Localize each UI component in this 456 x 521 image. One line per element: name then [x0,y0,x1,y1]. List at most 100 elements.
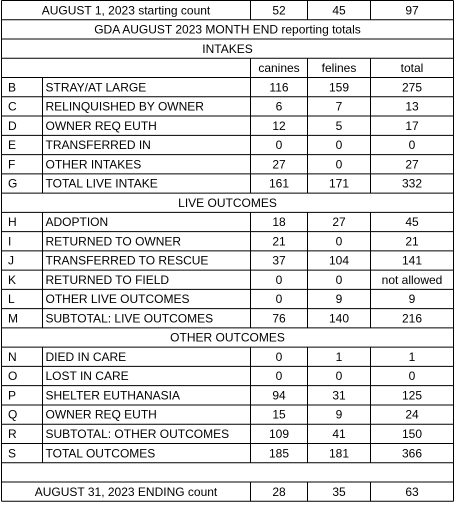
row-label: RELINQUISHED BY OWNER [46,100,205,114]
row-code: O [8,369,17,383]
cell-value: 366 [402,446,422,460]
row-code: K [8,273,16,287]
cell-value: 181 [329,446,349,460]
row-label: SUBTOTAL: LIVE OUTCOMES [46,311,214,325]
cell-value: 0 [336,138,343,152]
cell-value: 9 [336,408,343,422]
cell-value: 31 [332,388,346,402]
cell-value: 0 [336,273,343,287]
row-code: E [8,138,16,152]
row-code: G [8,177,17,191]
row-code: H [8,215,17,229]
row-label: RETURNED TO FIELD [46,273,170,287]
report-title: GDA AUGUST 2023 MONTH END reporting tota… [94,23,361,37]
row-label: OTHER LIVE OUTCOMES [46,292,190,306]
row-label: STRAY/AT LARGE [46,80,147,94]
cell-value: 161 [269,177,289,191]
row-label: SHELTER EUTHANASIA [46,388,180,402]
row-label: ADOPTION [46,215,109,229]
cell-value: 0 [276,138,283,152]
cell-value: 0 [276,369,283,383]
count-label: AUGUST 31, 2023 ENDING count [35,485,218,499]
cell-value: 94 [272,388,286,402]
row-code: B [8,80,16,94]
cell-value: 125 [402,388,422,402]
row-label: LOST IN CARE [46,369,129,383]
cell-value: 7 [336,100,343,114]
row-label: OWNER REQ EUTH [46,408,157,422]
row-code: F [8,157,15,171]
cell-value: 6 [276,100,283,114]
cell-value: 28 [272,485,286,499]
cell-value: 0 [409,369,416,383]
row-label: TRANSFERRED IN [46,138,151,152]
row-label: DIED IN CARE [46,350,127,364]
row-code: P [8,388,16,402]
cell-value: 97 [405,3,419,17]
cell-value: 76 [272,311,286,325]
cell-value: 0 [336,157,343,171]
row-code: J [8,254,14,268]
cell-value: 109 [269,427,289,441]
section-heading: OTHER OUTCOMES [170,331,285,345]
cell-value: 159 [329,80,349,94]
cell-value: 63 [405,485,419,499]
cell-value: 37 [272,254,286,268]
cell-value: 1 [336,350,343,364]
cell-value: 0 [336,369,343,383]
column-header: canines [258,61,299,75]
cell-value: 0 [276,273,283,287]
section-heading: INTAKES [202,42,252,56]
cell-value: 185 [269,446,289,460]
row-label: RETURNED TO OWNER [46,234,182,248]
cell-value: 0 [409,138,416,152]
cell-value: 171 [329,177,349,191]
cell-value: 0 [276,350,283,364]
cell-value: 21 [405,234,419,248]
cell-value: 18 [272,215,286,229]
cell-value: 116 [269,80,288,94]
cell-value: 21 [272,234,286,248]
cell-value: 0 [336,234,343,248]
row-code: M [8,311,18,325]
cell-value: 45 [405,215,419,229]
cell-value: 104 [329,254,349,268]
cell-value: 216 [402,311,422,325]
cell-value: 9 [409,292,416,306]
row-code: I [8,234,11,248]
row-label: TOTAL OUTCOMES [46,446,156,460]
cell-value: 332 [402,177,422,191]
cell-value: 13 [405,100,419,114]
cell-value: 24 [405,408,419,422]
cell-value: 1 [409,350,416,364]
cell-value: 150 [402,427,422,441]
cell-value: 52 [272,3,286,17]
row-label: OWNER REQ EUTH [46,119,157,133]
cell-value: 12 [272,119,286,133]
column-header: total [401,61,424,75]
cell-value: 141 [402,254,422,268]
row-label: SUBTOTAL: OTHER OUTCOMES [46,427,230,441]
cell-value: 27 [332,215,346,229]
cell-value: 9 [336,292,343,306]
row-code: D [8,119,17,133]
row-code: L [8,292,15,306]
cell-value: 140 [329,311,349,325]
row-code: C [8,100,17,114]
cell-value: 27 [405,157,419,171]
row-code: Q [8,408,17,422]
row-label: OTHER INTAKES [46,157,142,171]
cell-value: 35 [332,485,346,499]
cell-value: 15 [272,408,286,422]
column-header: felines [322,61,357,75]
cell-value: not allowed [382,273,443,287]
section-heading: LIVE OUTCOMES [178,196,277,210]
row-code: S [8,446,16,460]
count-label: AUGUST 1, 2023 starting count [42,3,211,17]
cell-value: 27 [272,157,286,171]
cell-value: 17 [405,119,419,133]
cell-value: 45 [332,3,346,17]
cell-value: 41 [332,427,346,441]
cell-value: 5 [336,119,343,133]
